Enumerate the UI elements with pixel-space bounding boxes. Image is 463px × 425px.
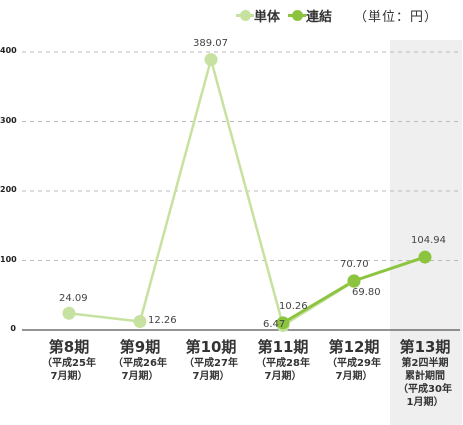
legend-item-non-consolidated: 単体	[236, 6, 280, 25]
category-sub-label: 7月期）	[264, 371, 302, 382]
category-sub-label: （平成28年	[256, 358, 310, 369]
category-main-label: 第8期	[48, 338, 90, 356]
series-points	[62, 53, 432, 333]
y-tick-label: 0	[10, 324, 16, 333]
data-label: 6.47	[263, 318, 286, 330]
x-category-label: 第11期 （平成28年 7月期）	[248, 336, 319, 383]
category-sub-label: （平成25年	[42, 358, 96, 369]
data-point-series-1	[133, 314, 147, 328]
category-main-label: 第11期	[257, 338, 309, 356]
category-sub-label: （平成27年	[184, 358, 238, 369]
category-sub-label: 第2四半期	[401, 358, 449, 369]
data-label: 104.94	[411, 235, 446, 247]
category-main-label: 第9期	[119, 338, 161, 356]
y-tick-label: 100	[0, 254, 17, 264]
y-tick-label: 200	[0, 185, 17, 194]
legend-label-consolidated: 連結	[306, 10, 333, 25]
data-label: 12.26	[148, 315, 177, 327]
series-line-1	[68, 54, 355, 328]
data-point-series-1	[204, 53, 218, 67]
data-label: 69.80	[352, 287, 381, 299]
series-lines	[68, 54, 426, 328]
category-sub-label: （平成29年	[327, 358, 381, 369]
x-category-label: 第10期 （平成27年 7月期）	[176, 336, 247, 383]
grid-lines	[22, 51, 460, 331]
legend-label-non-consolidated: 単体	[254, 10, 281, 25]
data-point-series-2	[347, 274, 361, 288]
cumulative-period-highlight	[390, 40, 462, 425]
x-category-label: 第12期 （平成29年 7月期）	[319, 336, 390, 383]
category-main-label: 第13期	[399, 338, 451, 356]
data-label: 10.26	[279, 300, 308, 312]
category-sub-label: 7月期）	[335, 371, 373, 382]
data-point-series-2	[276, 316, 290, 330]
y-tick-label: 300	[0, 115, 17, 125]
data-label: 24.09	[59, 293, 88, 305]
category-main-label: 第10期	[185, 338, 237, 356]
data-point-series-2	[418, 250, 432, 264]
legend-marker-non-consolidated	[236, 10, 254, 21]
data-label: 389.07	[193, 37, 228, 49]
category-sub-label: （平成30年	[398, 384, 452, 395]
category-sub-label: 累計期間	[405, 371, 445, 382]
category-sub-label: 1月期）	[406, 397, 444, 408]
category-sub-label: 7月期）	[192, 371, 230, 382]
data-point-series-1	[62, 306, 76, 320]
x-category-label: 第9期 （平成26年 7月期）	[105, 336, 176, 383]
category-main-label: 第12期	[328, 338, 380, 356]
y-tick-label: 400	[0, 46, 17, 55]
legend-item-consolidated: 連結	[288, 6, 332, 25]
x-category-label: 第13期第2四半期累計期間 （平成30年 1月期）	[390, 336, 461, 409]
category-sub-label: 7月期）	[121, 371, 159, 382]
legend-marker-consolidated	[288, 10, 307, 21]
x-category-label: 第8期 （平成25年 7月期）	[34, 336, 105, 383]
category-sub-label: （平成26年	[113, 358, 167, 369]
data-label: 70.70	[340, 258, 369, 270]
category-sub-label: 7月期）	[50, 371, 88, 382]
unit-label: （単位：円）	[354, 10, 439, 25]
legend: 単体 連結 （単位：円）	[236, 6, 438, 25]
